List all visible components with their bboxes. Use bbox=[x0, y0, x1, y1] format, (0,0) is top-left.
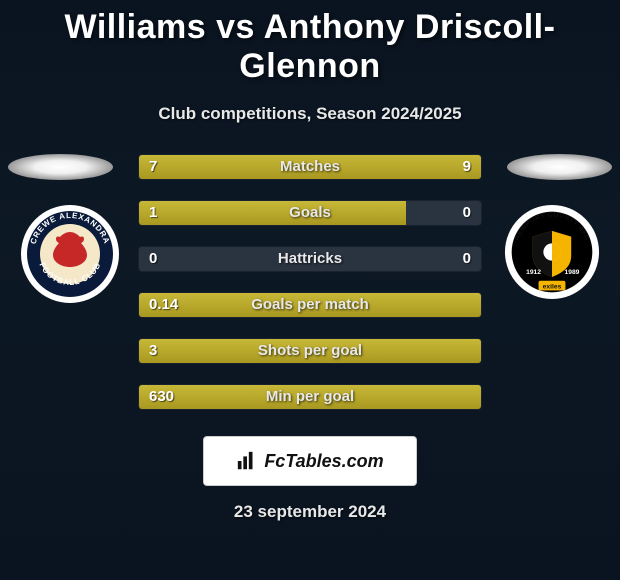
page-title: Williams vs Anthony Driscoll-Glennon bbox=[0, 0, 620, 86]
subtitle: Club competitions, Season 2024/2025 bbox=[0, 104, 620, 124]
stat-rows: 7 Matches 9 1 Goals 0 0 Hattricks 0 0.14… bbox=[138, 154, 482, 430]
stat-value-right: 9 bbox=[463, 155, 471, 179]
player-shadow-left bbox=[8, 154, 113, 180]
branding-text: FcTables.com bbox=[264, 451, 383, 472]
stat-label: Min per goal bbox=[139, 385, 481, 409]
svg-text:1989: 1989 bbox=[564, 269, 579, 276]
svg-text:exiles: exiles bbox=[543, 283, 562, 290]
chart-bars-icon bbox=[236, 450, 258, 472]
svg-text:1912: 1912 bbox=[526, 269, 541, 276]
newport-county-badge-icon: NEWPORT COUNTY AFC 1912 1989 exiles bbox=[504, 204, 600, 300]
stat-value-right: 0 bbox=[463, 201, 471, 225]
club-badge-right: NEWPORT COUNTY AFC 1912 1989 exiles bbox=[504, 204, 600, 300]
stat-label: Matches bbox=[139, 155, 481, 179]
stat-row-goals: 1 Goals 0 bbox=[138, 200, 482, 226]
stat-row-goals-per-match: 0.14 Goals per match bbox=[138, 292, 482, 318]
stat-label: Hattricks bbox=[139, 247, 481, 271]
stat-row-min-per-goal: 630 Min per goal bbox=[138, 384, 482, 410]
stat-row-matches: 7 Matches 9 bbox=[138, 154, 482, 180]
stat-row-shots-per-goal: 3 Shots per goal bbox=[138, 338, 482, 364]
club-badge-left: CREWE ALEXANDRA FOOTBALL CLUB bbox=[20, 204, 120, 304]
stat-label: Goals bbox=[139, 201, 481, 225]
crewe-alexandra-badge-icon: CREWE ALEXANDRA FOOTBALL CLUB bbox=[20, 204, 120, 304]
stat-label: Shots per goal bbox=[139, 339, 481, 363]
player-shadow-right bbox=[507, 154, 612, 180]
branding-badge: FcTables.com bbox=[203, 436, 417, 486]
comparison-content: CREWE ALEXANDRA FOOTBALL CLUB NEWPORT CO… bbox=[0, 154, 620, 424]
stat-row-hattricks: 0 Hattricks 0 bbox=[138, 246, 482, 272]
stat-value-right: 0 bbox=[463, 247, 471, 271]
stat-label: Goals per match bbox=[139, 293, 481, 317]
date-text: 23 september 2024 bbox=[0, 502, 620, 522]
